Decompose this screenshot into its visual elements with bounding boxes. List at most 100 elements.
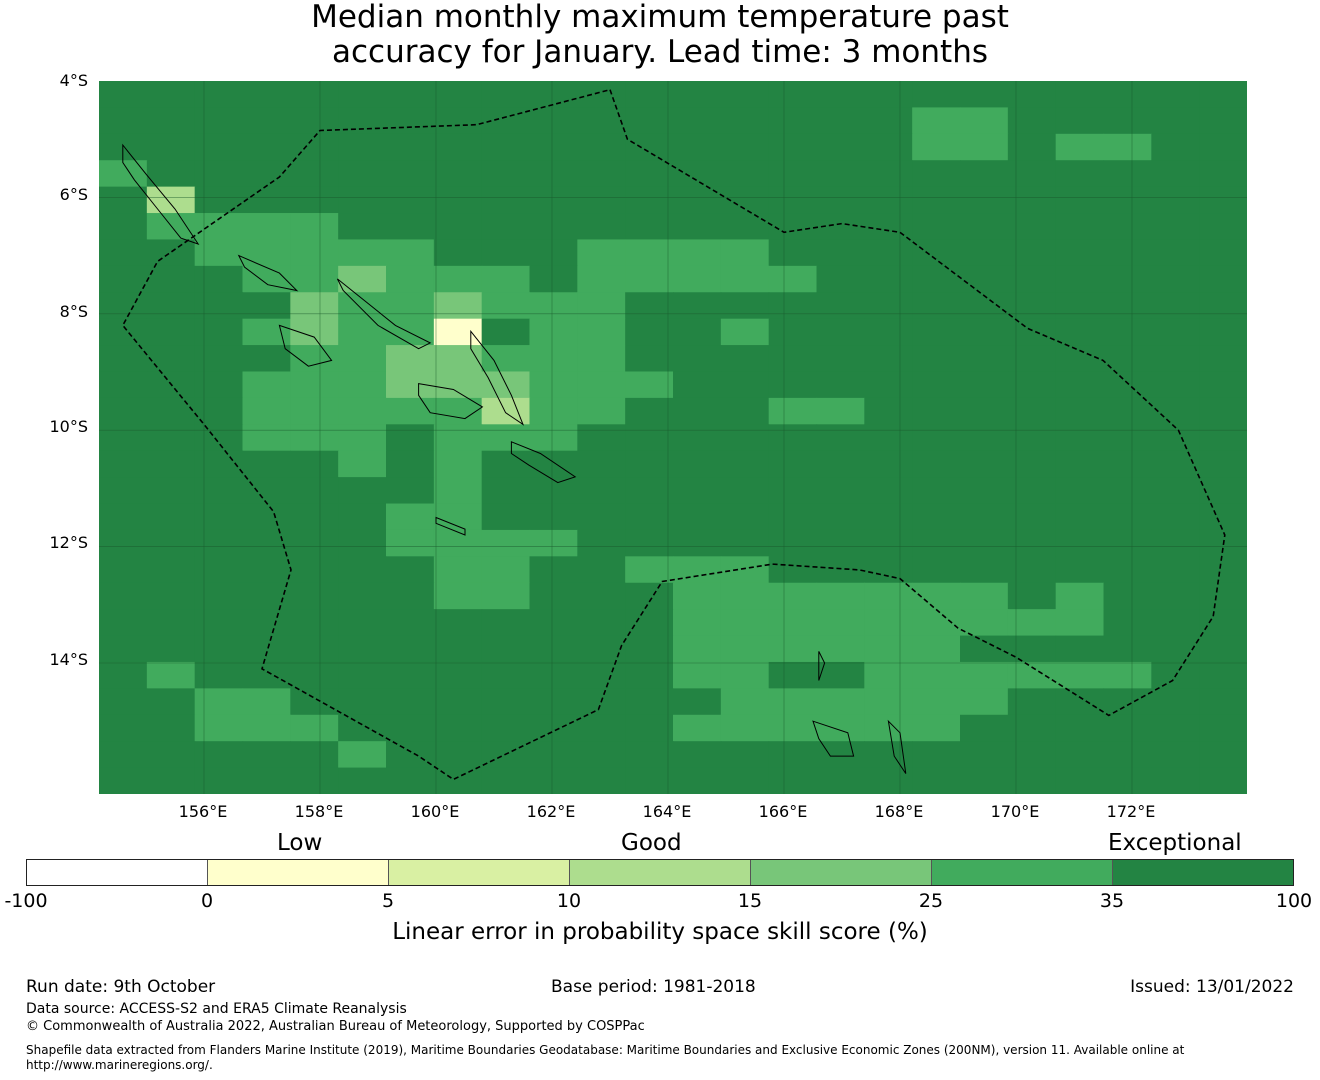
skill-cell xyxy=(481,292,531,320)
skill-cell xyxy=(1151,450,1200,478)
skill-cell xyxy=(673,767,722,794)
skill-cell xyxy=(1007,186,1057,214)
skill-cell xyxy=(960,186,1009,214)
skill-cell xyxy=(529,424,578,452)
skill-cell xyxy=(912,609,961,637)
skill-cell xyxy=(768,186,818,214)
skill-cell xyxy=(912,556,961,584)
skill-cell xyxy=(720,741,770,769)
skill-cell xyxy=(1055,714,1105,742)
run-date: Run date: 9th October xyxy=(26,977,216,997)
skill-cell xyxy=(960,450,1009,478)
skill-cell xyxy=(99,213,148,241)
skill-cell xyxy=(1103,292,1152,320)
skill-cell xyxy=(768,424,818,452)
skill-cell xyxy=(720,661,770,689)
skill-cell xyxy=(960,688,1009,716)
skill-cell xyxy=(625,318,674,346)
skill-cell xyxy=(720,424,770,452)
skill-cell xyxy=(960,133,1009,161)
lat-label-8s: 8°S xyxy=(59,302,88,321)
skill-cell xyxy=(768,477,818,505)
skill-cell xyxy=(673,371,722,399)
skill-cell xyxy=(433,529,483,557)
skill-cell xyxy=(1199,424,1247,452)
skill-cell xyxy=(625,688,674,716)
graticule xyxy=(99,81,1247,794)
skill-cell xyxy=(99,371,148,399)
skill-cell xyxy=(338,450,387,478)
lon-label-166e: 166°E xyxy=(758,802,808,821)
skill-cell xyxy=(1103,529,1152,557)
skill-cell xyxy=(481,160,531,188)
skill-cell xyxy=(673,529,722,557)
skill-cell xyxy=(1199,714,1247,742)
skill-cell xyxy=(433,186,483,214)
skill-cell xyxy=(1199,661,1247,689)
skill-cell xyxy=(194,160,244,188)
skill-cell xyxy=(577,160,626,188)
skill-cell xyxy=(1055,239,1105,267)
skill-cell xyxy=(99,714,148,742)
skill-cell xyxy=(864,556,913,584)
skill-grid xyxy=(99,81,1247,794)
lon-label-172e: 172°E xyxy=(1106,802,1156,821)
skill-cell xyxy=(481,582,531,610)
skill-cell xyxy=(338,371,387,399)
skill-cell xyxy=(577,741,626,769)
skill-cell xyxy=(386,450,435,478)
skill-cell xyxy=(99,107,148,135)
skill-cell xyxy=(194,635,244,663)
skill-cell xyxy=(1007,582,1057,610)
issued-date: Issued: 13/01/2022 xyxy=(1130,977,1294,997)
skill-cell xyxy=(481,556,531,584)
skill-cell xyxy=(577,424,626,452)
skill-cell xyxy=(1151,741,1200,769)
skill-cell xyxy=(577,582,626,610)
skill-cell xyxy=(1103,450,1152,478)
skill-cell xyxy=(481,477,531,505)
skill-cell xyxy=(146,556,196,584)
skill-cell xyxy=(816,741,865,769)
skill-cell xyxy=(577,292,626,320)
skill-cell xyxy=(816,635,865,663)
skill-cell xyxy=(194,767,244,794)
skill-cell xyxy=(338,292,387,320)
skill-cell xyxy=(242,556,291,584)
skill-cell xyxy=(529,160,578,188)
skill-cell xyxy=(1007,371,1057,399)
skill-cell xyxy=(625,133,674,161)
skill-cell xyxy=(1151,213,1200,241)
skill-cell xyxy=(1055,582,1105,610)
skill-cell xyxy=(1199,371,1247,399)
skill-cell xyxy=(386,714,435,742)
skill-cell xyxy=(1199,265,1247,293)
skill-cell xyxy=(768,582,818,610)
skill-cell xyxy=(146,397,196,425)
skill-cell xyxy=(1151,503,1200,531)
skill-cell xyxy=(481,186,531,214)
skill-cell xyxy=(577,450,626,478)
skill-cell xyxy=(99,477,148,505)
skill-cell xyxy=(529,318,578,346)
lat-label-12s: 12°S xyxy=(49,533,88,552)
skill-cell xyxy=(99,292,148,320)
skill-cell xyxy=(433,661,483,689)
skill-cell xyxy=(960,160,1009,188)
skill-cell xyxy=(481,609,531,637)
skill-cell xyxy=(912,582,961,610)
skill-cell xyxy=(1103,741,1152,769)
skill-cell xyxy=(338,239,387,267)
skill-cell xyxy=(1151,81,1200,109)
skill-cell xyxy=(386,741,435,769)
skill-cell xyxy=(481,635,531,663)
colorbar-title: Linear error in probability space skill … xyxy=(392,919,928,945)
skill-cell xyxy=(816,345,865,373)
skill-cell xyxy=(433,160,483,188)
skill-cell xyxy=(242,424,291,452)
skill-cell xyxy=(1199,503,1247,531)
skill-cell xyxy=(242,635,291,663)
skill-cell xyxy=(768,714,818,742)
skill-cell xyxy=(1151,265,1200,293)
skill-cell xyxy=(481,503,531,531)
